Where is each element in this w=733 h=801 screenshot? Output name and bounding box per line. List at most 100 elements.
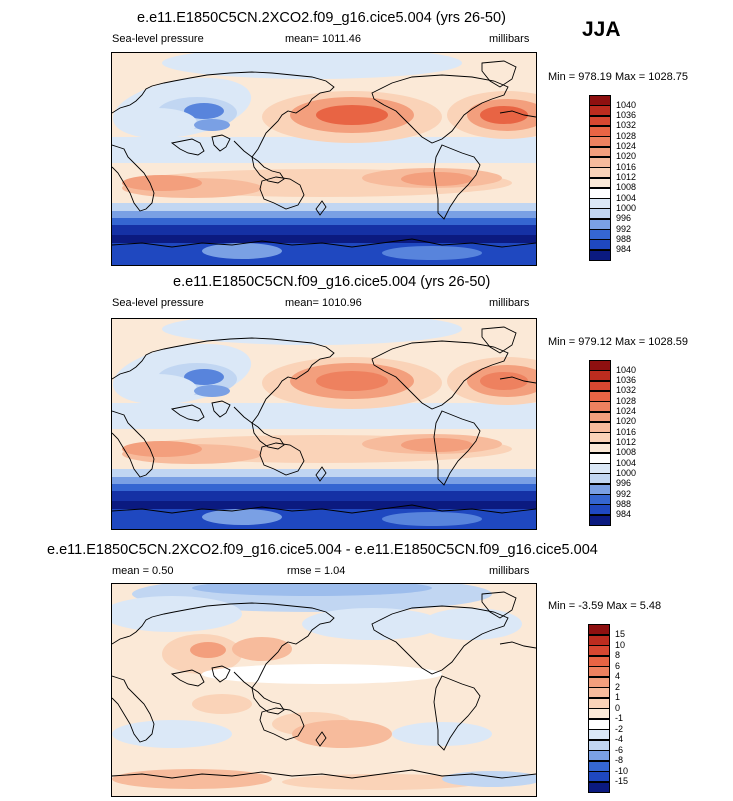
colorbar-box [588,771,610,782]
colorbar-tick-label: -2 [615,723,624,734]
colorbar-tick-label: -6 [615,744,624,755]
panel2-title: e.e11.E1850C5CN.f09_g16.cice5.004 (yrs 2… [173,274,491,290]
colorbar-box [588,739,610,751]
colorbar-box [589,390,611,402]
colorbar-box [589,105,611,117]
colorbar-tick-label: 10 [615,639,626,650]
colorbar-tick-label: 1000 [616,202,637,213]
panel3-units-label: millibars [489,565,530,577]
panel1-variable-label: Sea-level pressure [112,33,204,45]
colorbar-tick-label: 1016 [616,161,637,172]
panel3-minmax: Min = -3.59 Max = 5.48 [548,600,662,612]
panel1-title: e.e11.E1850C5CN.2XCO2.f09_g16.cice5.004 … [137,10,506,26]
panel2-variable-label: Sea-level pressure [112,297,204,309]
colorbar-tick-label: 1036 [616,110,637,121]
colorbar-tick-label: 996 [616,213,632,224]
colorbar-box [589,494,611,505]
colorbar-box [589,187,611,199]
panel2-colorbar: 1040 1036 1032 1028 1024 1020 1016 1012 1008 1004… [589,360,649,526]
colorbar-tick-label: 1004 [616,192,637,203]
colorbar-tick-label: 6 [615,660,621,671]
colorbar-tick-label: 1004 [616,457,637,468]
colorbar-box [588,676,610,688]
colorbar-tick-label: 1040 [616,364,637,375]
colorbar-box [589,473,611,485]
colorbar-tick-label: 4 [615,671,621,681]
panel3-map [111,583,537,797]
colorbar-box [588,666,610,677]
colorbar-box [589,208,611,220]
colorbar-box [589,442,611,454]
colorbar-box [589,136,611,148]
colorbar-tick-label: 988 [616,498,632,509]
colorbar-tick-label: 992 [616,488,632,499]
colorbar-box [588,781,610,793]
colorbar-box [588,655,610,667]
colorbar-tick-label: -8 [615,755,624,765]
colorbar-box [589,156,611,168]
panel3-title: e.e11.E1850C5CN.2XCO2.f09_g16.cice5.004 … [47,542,598,558]
colorbar-tick-label: 1000 [616,467,637,478]
colorbar-box [589,95,611,106]
colorbar-tick-label: 0 [615,702,621,713]
colorbar-box [589,198,611,209]
colorbar-box [588,760,610,772]
colorbar-box [589,370,611,382]
colorbar-tick-label: 996 [616,478,632,489]
colorbar-tick-label: 1036 [616,375,637,386]
colorbar-box [588,718,610,730]
colorbar-box [588,645,610,656]
colorbar-box [589,514,611,526]
colorbar-box [589,432,611,443]
colorbar-box [588,634,610,646]
colorbar-tick-label: 1012 [616,172,637,182]
colorbar-box [588,624,610,635]
panel2-mean-label: mean= 1010.96 [285,297,362,309]
colorbar-box [588,708,610,719]
colorbar-tick-label: -1 [615,713,624,723]
colorbar-box [589,421,611,433]
panel2-minmax: Min = 979.12 Max = 1028.59 [548,336,689,348]
colorbar-box [589,483,611,495]
colorbar-tick-label: 1020 [616,151,637,162]
panel2-units-label: millibars [489,297,530,309]
season-label: JJA [582,18,621,41]
colorbar-box [589,249,611,261]
colorbar-tick-label: 1024 [616,141,637,152]
colorbar-box [589,239,611,251]
colorbar-tick-label: 1024 [616,406,637,417]
colorbar-tick-label: 1032 [616,385,637,396]
colorbar-box [589,167,611,178]
panel3-colorbar: 15 10 8 6 4 2 1 0 -1 -2 -4 -6 -8 -10 -15 [588,624,648,793]
panel3-rmse-label: rmse = 1.04 [287,565,346,577]
panel3-mean-label: mean = 0.50 [112,565,174,577]
colorbar-tick-label: 2 [615,681,621,692]
colorbar-tick-label: 992 [616,223,632,234]
colorbar-tick-label: -15 [615,776,629,786]
panel1-mean-label: mean= 1011.46 [285,33,361,45]
colorbar-box [589,146,611,158]
colorbar-box [589,463,611,474]
colorbar-tick-label: 984 [616,509,632,520]
colorbar-box [588,687,610,698]
colorbar-box [589,452,611,464]
colorbar-box [589,177,611,189]
panel1-map [111,52,537,266]
colorbar-tick-label: 1028 [616,130,637,141]
colorbar-tick-label: 1008 [616,182,637,193]
colorbar-box [589,360,611,371]
colorbar-tick-label: 1016 [616,426,637,437]
panel1-colorbar: 1040 1036 1032 1028 1024 1020 1016 1012 1008 1004… [589,95,649,261]
panel1-units-label: millibars [489,33,530,45]
colorbar-tick-label: 1012 [616,437,637,447]
colorbar-box [589,380,611,392]
colorbar-tick-label: -10 [615,765,629,776]
colorbar-box [589,411,611,423]
colorbar-tick-label: 984 [616,244,632,255]
colorbar-box [589,125,611,137]
panel2-map [111,318,537,530]
colorbar-tick-label: 1032 [616,120,637,131]
colorbar-box [589,401,611,413]
colorbar-box [588,750,610,761]
colorbar-tick-label: 1008 [616,447,637,458]
